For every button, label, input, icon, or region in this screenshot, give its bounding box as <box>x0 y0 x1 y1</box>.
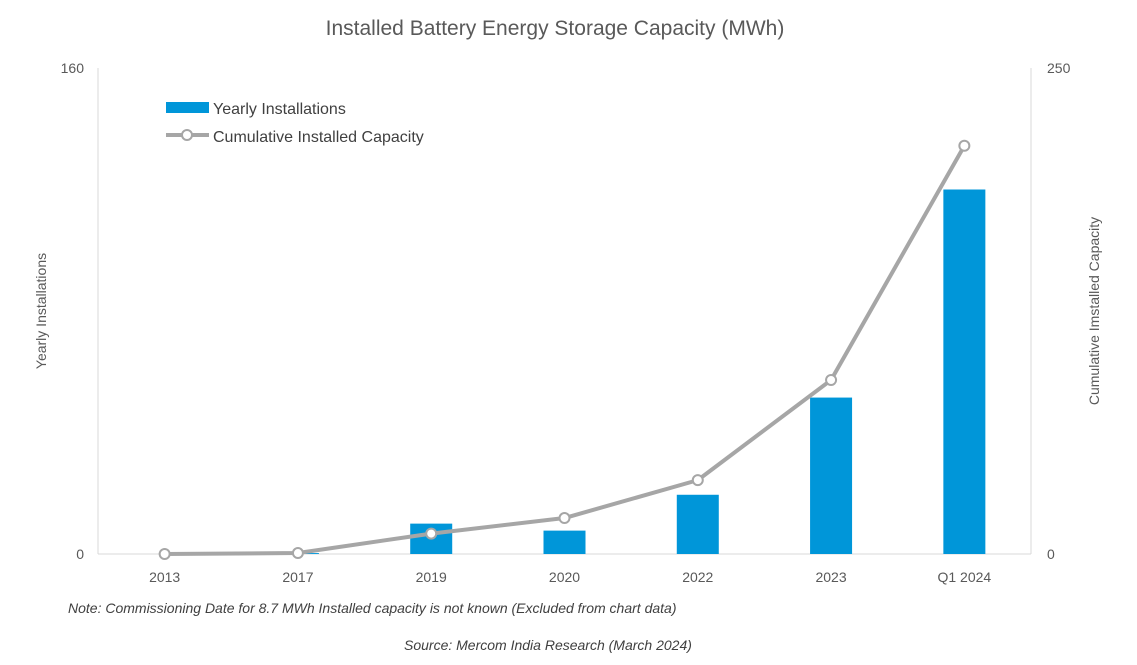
line-point-q1-2024 <box>958 139 971 152</box>
line-series-cumulative-installed-capacity <box>158 139 971 560</box>
bar-q1-2024 <box>943 189 986 554</box>
line-point-2017 <box>291 547 304 560</box>
chart-title: Installed Battery Energy Storage Capacit… <box>326 17 785 40</box>
bar-series-yearly-installations <box>276 189 986 554</box>
line-point-2022 <box>691 474 704 487</box>
line-point-2013 <box>158 548 171 560</box>
x-tick-label: 2023 <box>815 569 846 585</box>
x-axis-ticks: 2013 2017 2019 2020 2022 2023 Q1 2024 <box>149 569 991 585</box>
chart-note: Note: Commissioning Date for 8.7 MWh Ins… <box>68 600 677 616</box>
bar-2022 <box>676 494 719 554</box>
left-y-tick-min: 0 <box>76 546 84 562</box>
x-tick-label: 2013 <box>149 569 180 585</box>
legend-swatch-cumulative-marker <box>181 129 193 141</box>
x-tick-label: Q1 2024 <box>937 569 991 585</box>
line-point-2023 <box>825 374 838 387</box>
line-point-2019 <box>425 527 438 540</box>
legend-label-yearly-installations: Yearly Installations <box>213 101 346 118</box>
right-y-tick-min: 0 <box>1047 546 1055 562</box>
x-tick-label: 2019 <box>416 569 447 585</box>
right-y-tick-max: 250 <box>1047 60 1071 76</box>
bar-2020 <box>543 530 586 554</box>
left-y-axis-title: Yearly Installations <box>33 253 49 369</box>
left-y-tick-max: 160 <box>61 60 85 76</box>
x-tick-label: 2022 <box>682 569 713 585</box>
legend: Yearly Installations Cumulative Installe… <box>166 101 424 146</box>
bar-2023 <box>810 397 853 554</box>
line-point-2020 <box>558 512 571 525</box>
chart-source: Source: Mercom India Research (March 202… <box>404 637 692 653</box>
right-y-axis-title: Cumulative Imstalled Capacity <box>1086 217 1102 405</box>
x-tick-label: 2017 <box>282 569 313 585</box>
legend-label-cumulative-installed-capacity: Cumulative Installed Capacity <box>213 129 424 146</box>
x-tick-label: 2020 <box>549 569 580 585</box>
legend-swatch-yearly-installations <box>166 102 209 113</box>
